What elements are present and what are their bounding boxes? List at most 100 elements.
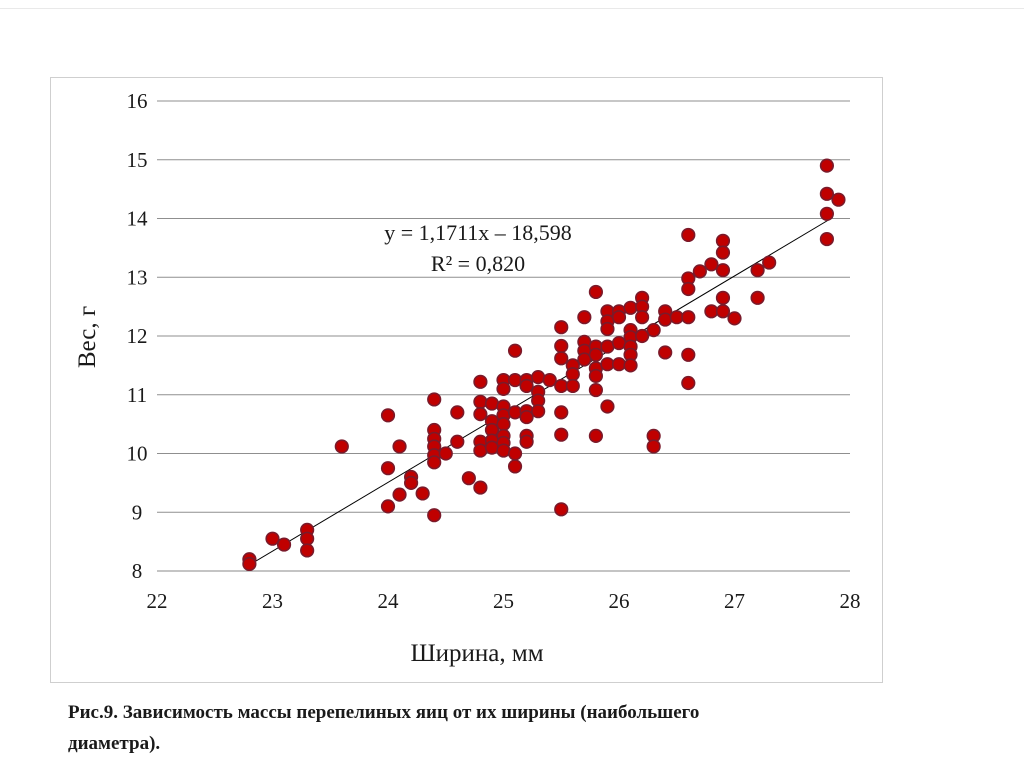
data-point (623, 358, 638, 373)
data-point (380, 499, 396, 514)
y-tick-label: 9 (132, 500, 143, 524)
data-point (519, 409, 534, 425)
data-point (554, 427, 569, 442)
y-tick-label: 13 (127, 265, 148, 289)
data-point (484, 440, 500, 455)
data-point (507, 459, 523, 474)
data-point (600, 399, 615, 414)
data-point (542, 372, 557, 388)
data-point (692, 264, 707, 279)
x-tick-label: 24 (378, 589, 400, 613)
gridlines (157, 100, 850, 572)
data-point (704, 257, 719, 272)
data-point (392, 439, 407, 454)
slide-top-divider (0, 8, 1024, 9)
data-point (634, 310, 650, 325)
data-point (554, 378, 569, 394)
data-point (507, 405, 523, 420)
data-point (565, 378, 580, 394)
data-point (496, 417, 511, 432)
data-point (646, 323, 661, 338)
y-tick-label: 16 (127, 89, 148, 113)
y-tick-label: 8 (132, 559, 143, 583)
data-point (554, 338, 569, 354)
y-tick-labels: 8 9 10 11 12 13 14 15 16 (127, 89, 149, 583)
data-point (750, 290, 765, 305)
data-point (496, 381, 511, 396)
data-point (611, 357, 627, 372)
caption-line-1: Рис.9. Зависимость массы перепелиных яиц… (68, 702, 700, 723)
data-point (600, 357, 615, 372)
data-point (658, 312, 673, 327)
data-point (380, 408, 396, 423)
data-point (531, 370, 546, 385)
data-point (623, 300, 638, 315)
figure-caption: Рис.9. Зависимость массы перепелиных яиц… (68, 697, 948, 759)
x-tick-label: 26 (609, 589, 630, 613)
data-point (715, 290, 731, 305)
data-point (415, 486, 430, 501)
data-point (600, 339, 615, 354)
data-point (300, 543, 315, 558)
data-points (242, 158, 846, 572)
data-point (762, 255, 777, 270)
data-point (496, 443, 511, 458)
y-tick-label: 10 (127, 442, 148, 466)
data-point (634, 328, 650, 344)
data-point (681, 375, 696, 391)
data-point (819, 231, 835, 247)
data-point (554, 405, 569, 420)
data-point (831, 192, 846, 207)
y-tick-label: 11 (127, 383, 147, 407)
data-point (473, 394, 488, 409)
data-point (750, 263, 765, 278)
data-point (681, 347, 696, 362)
data-point (600, 321, 615, 337)
data-point (300, 531, 315, 546)
r2-label: R² = 0,820 (431, 251, 525, 276)
data-point (715, 304, 731, 319)
data-point (588, 347, 604, 362)
data-point (404, 475, 419, 490)
y-tick-label: 14 (127, 207, 149, 231)
caption-line-2: диаметра). (68, 733, 161, 754)
data-point (588, 368, 604, 384)
data-point (577, 310, 592, 325)
data-point (669, 310, 684, 325)
data-point (334, 439, 349, 454)
x-tick-label: 28 (840, 589, 861, 613)
data-point (681, 281, 696, 297)
x-axis-label: Ширина, мм (410, 640, 543, 667)
data-point (507, 343, 523, 358)
data-point (554, 502, 569, 517)
data-point (519, 434, 534, 449)
data-point (242, 556, 257, 572)
data-point (588, 382, 604, 398)
data-point (658, 345, 673, 360)
data-point (715, 263, 731, 278)
data-point (507, 446, 523, 461)
data-point (380, 461, 396, 476)
x-tick-label: 23 (262, 589, 283, 613)
y-axis-label: Вес, г (74, 306, 101, 368)
data-point (438, 446, 453, 461)
data-point (819, 186, 835, 201)
data-point (450, 434, 465, 449)
x-tick-label: 22 (147, 589, 168, 613)
data-point (681, 227, 696, 243)
x-tick-labels: 22 23 24 25 26 27 28 (147, 589, 861, 613)
data-point (427, 392, 442, 407)
data-point (588, 284, 604, 300)
data-point (507, 372, 523, 388)
data-point (715, 233, 731, 248)
data-point (554, 320, 569, 335)
x-tick-label: 27 (724, 589, 745, 613)
data-point (565, 367, 580, 382)
data-point (554, 351, 569, 366)
data-point (611, 335, 627, 351)
data-point (473, 443, 488, 458)
data-point (704, 304, 719, 319)
data-point (646, 439, 661, 454)
data-point (427, 455, 442, 470)
